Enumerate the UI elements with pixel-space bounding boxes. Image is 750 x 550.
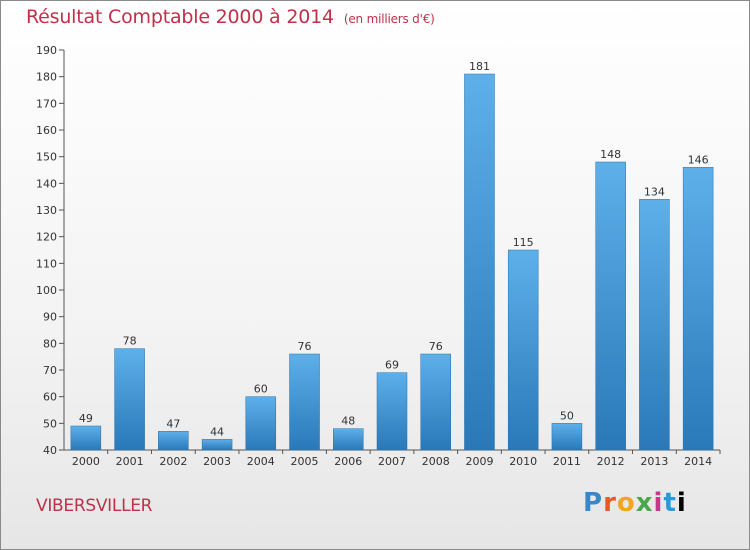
logo-letter: P — [583, 488, 604, 518]
y-tick-label: 190 — [36, 44, 57, 57]
y-tick-label: 170 — [36, 97, 57, 110]
chart-title-text: Résultat Comptable 2000 à 2014 — [26, 6, 334, 28]
logo-letter: x — [635, 488, 654, 518]
bar — [507, 249, 539, 451]
y-tick-label: 40 — [43, 444, 57, 457]
bar — [201, 439, 233, 451]
y-tick-label: 180 — [36, 71, 57, 84]
bar — [464, 73, 495, 451]
bar — [245, 396, 277, 451]
logo-letter: r — [603, 488, 617, 518]
bar-value-label: 76 — [429, 340, 443, 353]
x-tick-label: 2008 — [422, 455, 450, 468]
y-tick-label: 50 — [43, 417, 57, 430]
bar — [70, 425, 102, 451]
y-tick-label: 130 — [36, 204, 57, 217]
bar-value-label: 146 — [688, 153, 709, 166]
logo-letter: i — [676, 488, 687, 518]
bar — [595, 161, 626, 451]
bar — [114, 348, 145, 451]
bar-value-label: 115 — [513, 236, 534, 249]
bar-value-label: 78 — [123, 335, 137, 348]
bar — [289, 353, 320, 451]
chart-title: Résultat Comptable 2000 à 2014 (en millie… — [26, 6, 435, 28]
x-tick-label: 2007 — [378, 455, 406, 468]
logo-letter: t — [663, 488, 677, 518]
y-tick-label: 80 — [43, 337, 57, 350]
bar-value-label: 76 — [298, 340, 312, 353]
bar-value-label: 134 — [644, 185, 665, 198]
bar — [333, 428, 364, 451]
bar — [639, 199, 670, 451]
bar — [551, 423, 583, 451]
bar-value-label: 47 — [166, 417, 180, 430]
commune-name: VIBERSVILLER — [36, 496, 153, 516]
x-tick-label: 2014 — [684, 455, 712, 468]
y-tick-label: 140 — [36, 177, 57, 190]
chart-axes: 40 50 60 70 80 90 100 110 120 130 140 150 160 170 180 1… — [36, 44, 721, 468]
x-tick-label: 2001 — [116, 455, 144, 468]
bar-value-label: 181 — [469, 60, 490, 73]
logo-letter: i — [653, 488, 664, 518]
y-tick-label: 60 — [43, 391, 57, 404]
bar-value-label: 148 — [600, 148, 621, 161]
x-tick-label: 2006 — [334, 455, 362, 468]
proxiti-logo: Proxiti — [583, 488, 687, 518]
x-tick-label: 2002 — [159, 455, 187, 468]
y-tick-label: 100 — [36, 284, 57, 297]
bar-value-label: 44 — [210, 425, 224, 438]
x-tick-label: 2005 — [291, 455, 319, 468]
chart-subtitle: (en milliers d'€) — [343, 12, 435, 26]
y-tick-label: 110 — [36, 257, 57, 270]
x-tick-label: 2010 — [509, 455, 537, 468]
x-tick-label: 2003 — [203, 455, 231, 468]
logo-letter: o — [616, 488, 636, 518]
y-tick-label: 160 — [36, 124, 57, 137]
bar — [420, 353, 451, 451]
x-tick-label: 2012 — [597, 455, 625, 468]
y-tick-label: 120 — [36, 231, 57, 244]
x-tick-label: 2011 — [553, 455, 581, 468]
y-tick-label: 90 — [43, 311, 57, 324]
x-tick-label: 2000 — [72, 455, 100, 468]
bar — [682, 167, 714, 451]
bar-value-label: 49 — [79, 412, 93, 425]
y-tick-label: 70 — [43, 364, 57, 377]
x-tick-label: 2009 — [465, 455, 493, 468]
chart-bars: 49 78 47 44 60 76 48 69 76 181 115 50 148 134 146 — [70, 60, 714, 451]
bar-value-label: 50 — [560, 409, 574, 422]
x-tick-label: 2004 — [247, 455, 275, 468]
y-tick-label: 150 — [36, 151, 57, 164]
bar-value-label: 69 — [385, 359, 399, 372]
x-tick-label: 2013 — [640, 455, 668, 468]
bar-value-label: 48 — [341, 415, 355, 428]
bar-value-label: 60 — [254, 383, 268, 396]
bar — [158, 431, 189, 451]
bar — [376, 372, 408, 451]
